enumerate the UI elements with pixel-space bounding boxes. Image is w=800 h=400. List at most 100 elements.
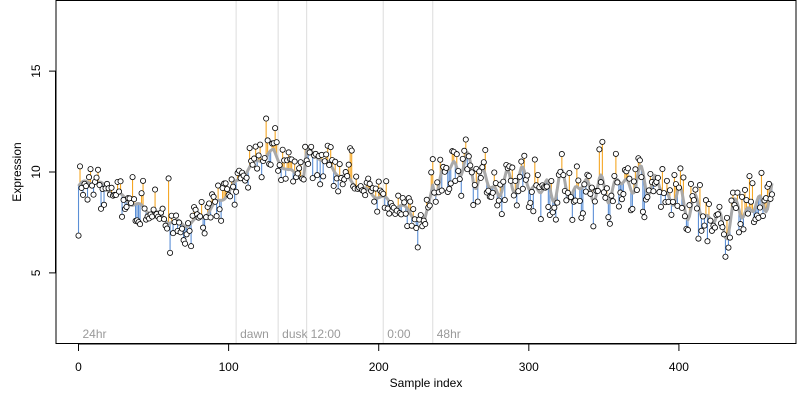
data-point xyxy=(516,173,523,180)
data-point xyxy=(629,205,636,212)
data-point xyxy=(698,227,705,234)
data-point xyxy=(678,204,685,211)
x-axis: 0 100 200 300 400 xyxy=(75,343,689,374)
data-point xyxy=(470,202,477,209)
data-point xyxy=(608,192,615,199)
data-point xyxy=(660,190,667,197)
data-point xyxy=(216,206,223,213)
data-point xyxy=(282,175,289,182)
data-point xyxy=(366,180,373,187)
data-point xyxy=(210,193,217,200)
data-point xyxy=(587,190,594,197)
x-tick-label: 100 xyxy=(219,360,239,374)
data-point xyxy=(597,179,604,186)
data-point xyxy=(317,181,324,188)
data-point xyxy=(128,200,135,207)
data-point xyxy=(423,196,430,203)
data-point xyxy=(273,139,280,146)
data-point xyxy=(681,213,688,220)
data-point xyxy=(182,240,189,247)
data-point xyxy=(719,224,726,231)
data-point xyxy=(744,210,751,217)
data-point xyxy=(699,213,706,220)
data-point xyxy=(668,211,675,218)
data-point xyxy=(558,151,565,158)
data-point xyxy=(459,155,466,162)
data-point xyxy=(434,179,441,186)
data-point xyxy=(152,186,159,193)
data-point xyxy=(500,178,507,185)
data-point xyxy=(543,183,550,190)
data-point xyxy=(537,216,544,223)
data-point xyxy=(294,170,301,177)
data-point xyxy=(123,203,130,210)
data-point xyxy=(614,179,621,186)
data-point xyxy=(272,125,279,132)
data-point xyxy=(714,211,721,218)
data-point xyxy=(213,213,220,220)
data-point xyxy=(590,223,597,230)
data-point xyxy=(167,249,174,256)
data-point xyxy=(327,144,334,151)
data-point xyxy=(456,176,463,183)
y-tick-label: 5 xyxy=(29,269,43,276)
data-point xyxy=(567,194,574,201)
data-point xyxy=(300,176,307,183)
data-point xyxy=(711,224,718,231)
data-point xyxy=(551,204,558,211)
data-point xyxy=(201,230,208,237)
data-point xyxy=(207,214,214,221)
data-point xyxy=(345,161,352,168)
data-point xyxy=(233,188,240,195)
data-point xyxy=(576,198,583,205)
data-point xyxy=(560,172,567,179)
data-point xyxy=(515,188,522,195)
data-point xyxy=(89,182,96,189)
data-point xyxy=(258,174,265,181)
data-point xyxy=(620,191,627,198)
data-point xyxy=(279,146,286,153)
data-point xyxy=(687,180,694,187)
data-point xyxy=(563,197,570,204)
data-point xyxy=(150,206,157,213)
data-point xyxy=(720,231,727,238)
data-point xyxy=(323,151,330,158)
data-point xyxy=(290,178,297,185)
data-point xyxy=(255,152,262,159)
data-point xyxy=(618,196,625,203)
data-point xyxy=(188,243,195,250)
data-point xyxy=(663,177,670,184)
data-point xyxy=(446,185,453,192)
data-point xyxy=(321,158,328,165)
data-point xyxy=(231,201,238,208)
data-point xyxy=(528,188,535,195)
data-point xyxy=(413,225,420,232)
data-point xyxy=(443,164,450,171)
data-point xyxy=(615,203,622,210)
data-point xyxy=(644,194,651,201)
data-point xyxy=(654,174,661,181)
x-tick-label: 200 xyxy=(369,360,389,374)
data-point xyxy=(638,174,645,181)
data-point xyxy=(336,161,343,168)
data-point xyxy=(756,204,763,211)
data-point xyxy=(224,186,231,193)
data-point xyxy=(467,162,474,169)
data-point xyxy=(353,173,360,180)
data-point xyxy=(314,172,321,179)
data-points xyxy=(75,115,775,260)
x-tick-label: 0 xyxy=(75,360,82,374)
data-point xyxy=(386,210,393,217)
data-point xyxy=(468,169,475,176)
data-point xyxy=(647,170,654,177)
data-point xyxy=(768,191,775,198)
data-point xyxy=(197,213,204,220)
data-point xyxy=(422,221,429,228)
data-point xyxy=(98,205,105,212)
data-point xyxy=(285,149,292,156)
data-point xyxy=(320,173,327,180)
data-point xyxy=(344,173,351,180)
data-point xyxy=(305,160,312,167)
phase-label: 12:00 xyxy=(311,327,341,341)
